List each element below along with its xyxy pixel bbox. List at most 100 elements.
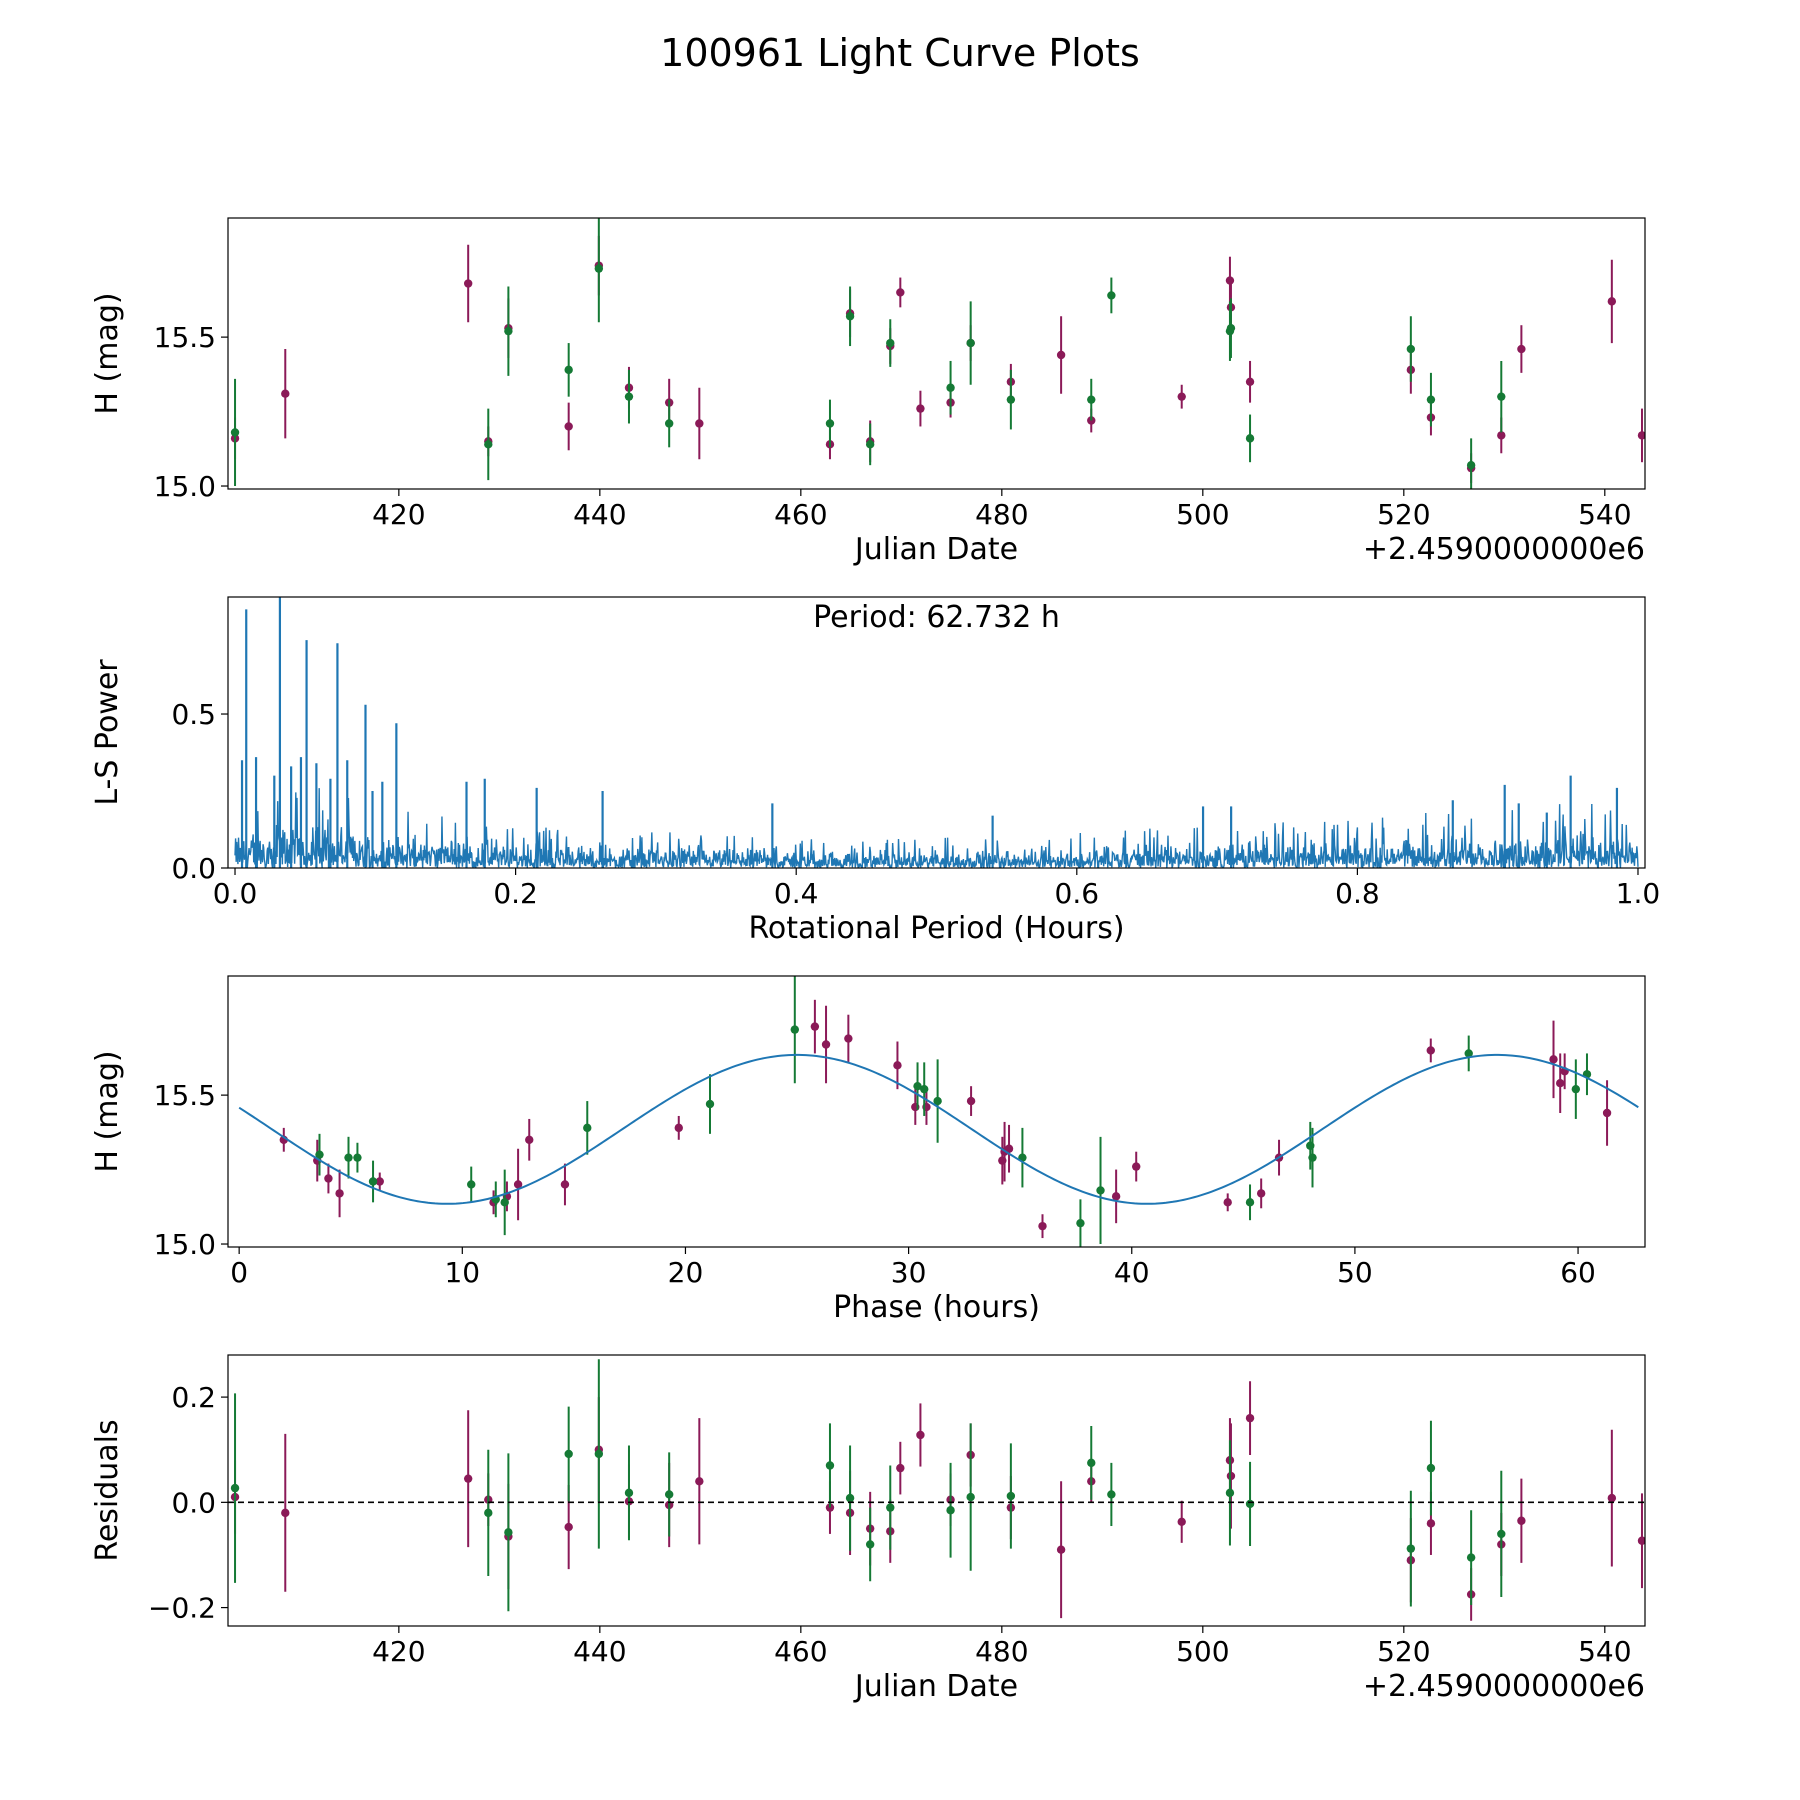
lightcurve-point-green bbox=[1406, 344, 1416, 354]
lightcurve-point-purple bbox=[1637, 431, 1645, 440]
lightcurve-point-green bbox=[484, 440, 493, 449]
residuals-point-green bbox=[946, 1506, 955, 1515]
phase-point-purple bbox=[810, 1022, 820, 1031]
phase-point-purple bbox=[560, 1180, 570, 1189]
phase-point-purple bbox=[1602, 1108, 1612, 1118]
phase-x-label: Phase (hours) bbox=[833, 1290, 1040, 1325]
residuals-point-green bbox=[484, 1508, 493, 1518]
periodogram-power-line bbox=[234, 788, 1639, 868]
residuals-point-purple bbox=[1177, 1517, 1186, 1527]
periodogram-panel: 0.0 0.2 0.4 0.6 0.8 1.0 0.0 0.5 Rotational Perio… bbox=[90, 596, 1660, 946]
residuals-point-purple bbox=[825, 1503, 835, 1512]
phase-point-purple bbox=[844, 1034, 853, 1043]
phase-x-tick-label: 30 bbox=[891, 1256, 927, 1289]
periodogram-y-tick-label: 0.5 bbox=[171, 698, 216, 731]
phase-point-green bbox=[1308, 1153, 1317, 1162]
lightcurve-point-green bbox=[1087, 395, 1096, 404]
lightcurve-point-green bbox=[825, 419, 835, 428]
periodogram-x-tick-label: 0.8 bbox=[1335, 877, 1380, 910]
periodogram-x-label: Rotational Period (Hours) bbox=[748, 911, 1124, 946]
lightcurve-point-green bbox=[886, 338, 895, 348]
phase-point-purple bbox=[1556, 1079, 1565, 1088]
phase-point-purple bbox=[1256, 1189, 1266, 1198]
periodogram-x-tick-label: 0.0 bbox=[213, 877, 258, 910]
lightcurve-point-purple bbox=[1497, 431, 1506, 440]
residuals-point-green bbox=[1245, 1499, 1255, 1509]
lightcurve-point-green bbox=[865, 440, 875, 449]
lightcurve-point-green bbox=[1006, 395, 1016, 404]
lightcurve-point-green bbox=[1107, 291, 1116, 300]
phase-y-tick-label: 15.0 bbox=[154, 1228, 216, 1261]
residuals-frame bbox=[227, 1354, 1646, 1627]
residuals-point-purple bbox=[916, 1430, 925, 1440]
phase-point-green bbox=[583, 1123, 592, 1133]
phase-point-green bbox=[1076, 1218, 1085, 1228]
lightcurve-x-tick-label: 500 bbox=[1176, 498, 1229, 531]
residuals-x-label: Julian Date bbox=[853, 1669, 1018, 1704]
phase-point-purple bbox=[821, 1040, 831, 1049]
residuals-plot-area bbox=[230, 1359, 1645, 1621]
phase-frame bbox=[227, 975, 1646, 1248]
lightcurve-offset-text: +2.4590000000e6 bbox=[1363, 532, 1645, 567]
residuals-point-purple bbox=[1245, 1413, 1255, 1423]
periodogram-plot-area bbox=[234, 597, 1639, 868]
phase-point-green bbox=[913, 1081, 922, 1091]
lightcurve-y-tick-label: 15.5 bbox=[154, 321, 216, 354]
residuals-x-tick-label: 480 bbox=[975, 1635, 1028, 1668]
residuals-y-tick-label: 0.0 bbox=[171, 1486, 216, 1519]
lightcurve-y-label: H (mag) bbox=[90, 292, 125, 414]
phase-x-tick-label: 0 bbox=[230, 1256, 248, 1289]
residuals-point-purple bbox=[564, 1522, 573, 1532]
lightcurve-point-green bbox=[1245, 434, 1255, 443]
phase-plot-area bbox=[238, 976, 1639, 1247]
phase-point-green bbox=[705, 1099, 715, 1109]
lightcurve-point-purple bbox=[1177, 392, 1186, 401]
phase-point-green bbox=[920, 1084, 929, 1094]
lightcurve-x-tick-label: 420 bbox=[372, 498, 425, 531]
lightcurve-point-green bbox=[1426, 395, 1436, 404]
phase-point-purple bbox=[1426, 1046, 1435, 1055]
phase-point-purple bbox=[1038, 1221, 1047, 1231]
residuals-point-green bbox=[624, 1488, 634, 1498]
periodogram-x-tick-label: 0.6 bbox=[1055, 877, 1100, 910]
lightcurve-x-tick-label: 480 bbox=[975, 498, 1028, 531]
residuals-point-purple bbox=[1426, 1519, 1436, 1528]
lightcurve-x-label: Julian Date bbox=[853, 532, 1018, 567]
phase-point-green bbox=[353, 1153, 362, 1162]
phase-point-purple bbox=[1223, 1198, 1232, 1207]
lightcurve-x-tick-label: 540 bbox=[1578, 498, 1631, 531]
residuals-point-purple bbox=[1637, 1536, 1645, 1545]
phase-point-purple bbox=[335, 1189, 344, 1198]
residuals-point-green bbox=[1466, 1553, 1476, 1562]
residuals-point-green bbox=[594, 1449, 604, 1459]
lightcurve-point-purple bbox=[281, 389, 290, 398]
residuals-panel: 420 440 460 480 500 520 540 −0.2 0.0 0.2 Julian Da… bbox=[90, 1354, 1646, 1704]
periodogram-x-tick-label: 0.2 bbox=[493, 877, 538, 910]
residuals-x-tick-label: 440 bbox=[573, 1635, 626, 1668]
residuals-offset-text: +2.4590000000e6 bbox=[1363, 1669, 1645, 1704]
panels: 420 440 460 480 500 520 540 15.0 15.5 Julian Date… bbox=[90, 217, 1660, 1704]
residuals-point-green bbox=[230, 1483, 240, 1493]
periodogram-annotation: Period: 62.732 h bbox=[813, 600, 1060, 635]
phase-point-green bbox=[1245, 1198, 1255, 1207]
lightcurve-y-tick-label: 15.0 bbox=[154, 470, 216, 503]
residuals-x-tick-label: 460 bbox=[774, 1635, 827, 1668]
residuals-x-tick-label: 420 bbox=[372, 1635, 425, 1668]
phase-point-purple bbox=[674, 1123, 683, 1133]
residuals-point-green bbox=[1497, 1529, 1506, 1539]
phase-point-green bbox=[1096, 1186, 1105, 1195]
residuals-point-purple bbox=[281, 1508, 290, 1518]
lightcurve-point-green bbox=[946, 383, 955, 392]
periodogram-y-tick-label: 0.0 bbox=[171, 852, 216, 885]
phase-point-purple bbox=[513, 1180, 523, 1189]
phase-point-green bbox=[344, 1153, 353, 1162]
lightcurve-point-green bbox=[1497, 392, 1506, 401]
residuals-point-green bbox=[865, 1540, 875, 1549]
residuals-y-tick-label: −0.2 bbox=[148, 1592, 216, 1625]
residuals-point-green bbox=[1107, 1490, 1116, 1499]
residuals-x-tick-label: 520 bbox=[1377, 1635, 1430, 1668]
residuals-point-green bbox=[845, 1493, 855, 1503]
residuals-point-green bbox=[1225, 1488, 1235, 1498]
phase-point-purple bbox=[1132, 1162, 1141, 1171]
